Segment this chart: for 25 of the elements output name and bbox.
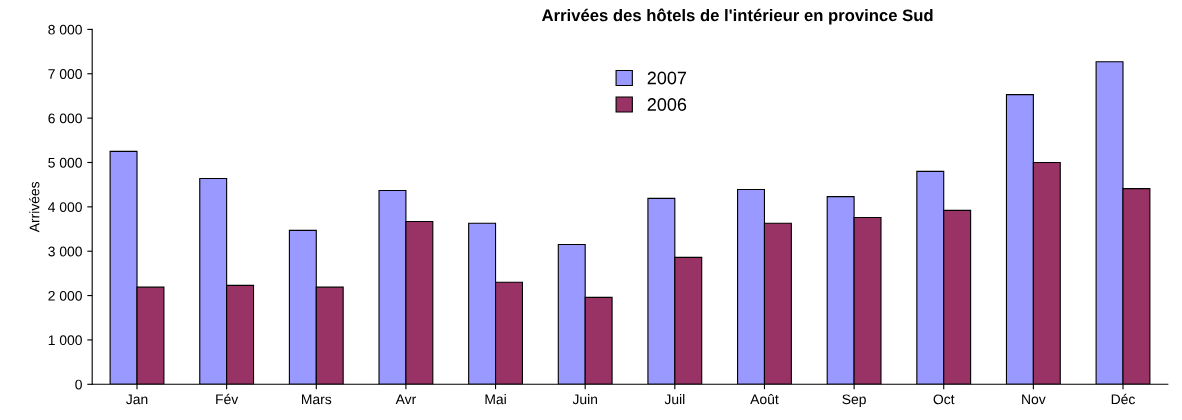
x-tick-label: Oct	[933, 394, 955, 405]
x-tick-label: Nov	[1022, 394, 1046, 405]
y-tick-label: 1 000	[48, 335, 82, 346]
y-tick-label: 8 000	[48, 24, 82, 35]
x-tick-label: Fév	[216, 393, 239, 405]
y-tick-label: 0	[75, 379, 82, 390]
y-tick-label: 3 000	[48, 246, 82, 257]
y-tick-label: 5 000	[48, 157, 82, 168]
legend-label: 2007	[647, 71, 687, 85]
chart-title: Arrivées des hôtels de l'intérieur en province Sud	[541, 8, 933, 25]
x-tick-label: Août	[750, 393, 779, 405]
x-tick-label: Mai	[485, 394, 506, 405]
y-tick-label: 7 000	[48, 69, 82, 79]
legend-label: 2006	[647, 98, 687, 111]
y-tick-label: 2 000	[48, 290, 82, 301]
x-tick-label: Juin	[572, 394, 598, 405]
x-tick-label: Jan	[126, 394, 148, 405]
x-tick-label: Sep	[842, 394, 866, 407]
x-tick-label: Juil	[664, 394, 685, 405]
y-axis-title: Arrivées	[29, 181, 40, 233]
x-tick-label: Déc	[1111, 393, 1135, 405]
y-tick-label: 6 000	[48, 113, 82, 124]
x-tick-label: Mars	[301, 394, 332, 405]
y-tick-label: 4 000	[48, 202, 82, 213]
x-tick-label: Avr	[395, 394, 416, 405]
